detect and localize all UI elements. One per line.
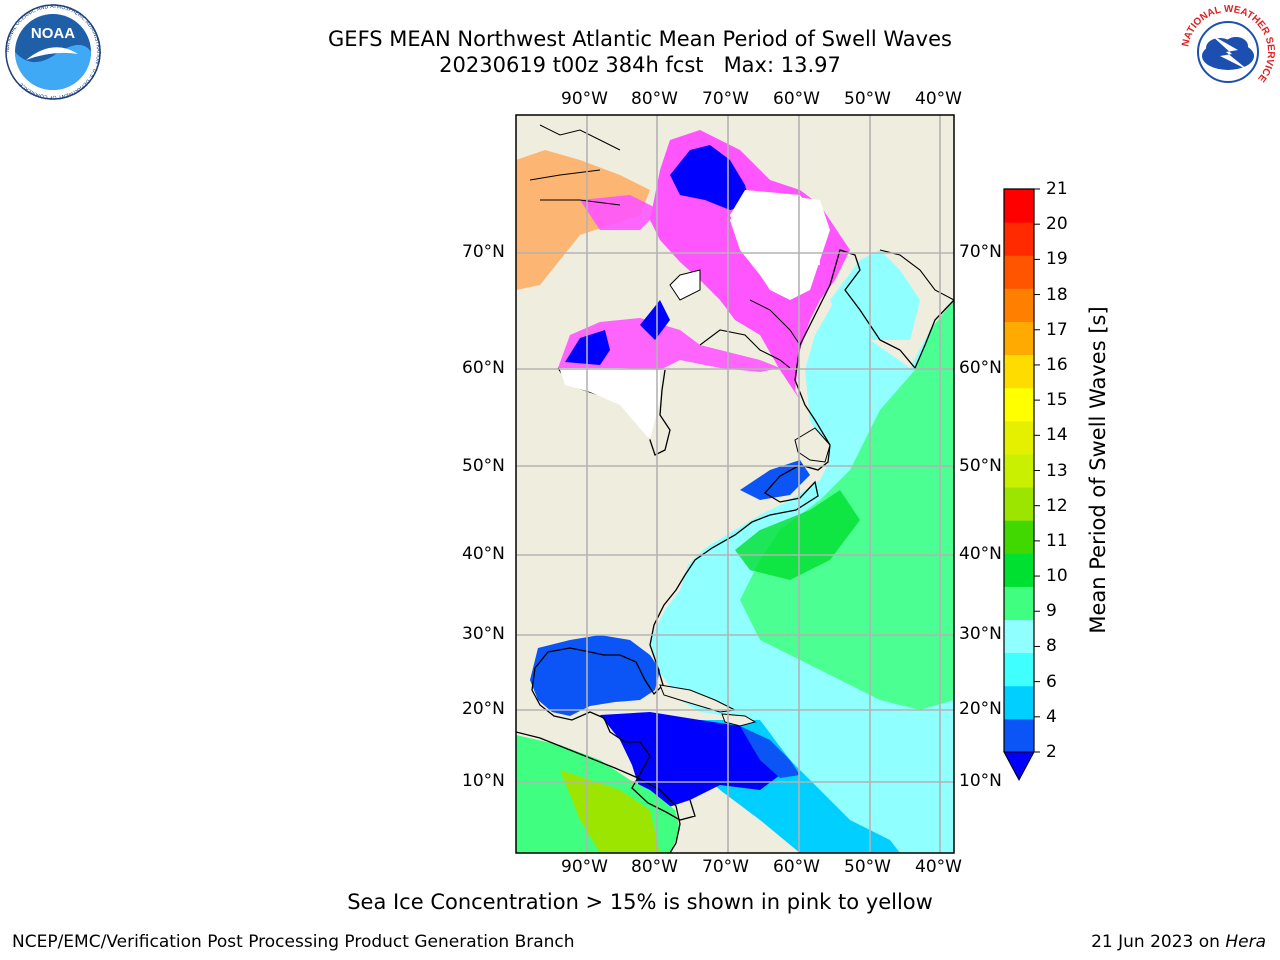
lon-label-top: 50°W	[844, 89, 891, 109]
colorbar-segment	[1004, 321, 1034, 356]
machine-name: Hera	[1225, 932, 1266, 952]
colorbar-segment	[1004, 453, 1034, 488]
colorbar-tick-label: 21	[1046, 179, 1068, 199]
colorbar-tick-label: 17	[1046, 319, 1068, 340]
noaa-logo: NATIONAL OCEANIC AND ATMOSPHERIC ADMINIS…	[5, 4, 101, 100]
lat-label-right: 60°N	[959, 358, 1002, 378]
lon-label-bottom: 60°W	[773, 857, 820, 877]
colorbar	[1003, 188, 1040, 782]
date-text: 21 Jun 2023 on Hera	[1091, 932, 1266, 952]
lat-label-left: 40°N	[462, 544, 505, 564]
colorbar-tick-label: 6	[1046, 671, 1057, 692]
colorbar-segment	[1004, 288, 1034, 322]
colorbar-segment	[1004, 619, 1034, 654]
newfoundland	[794, 427, 831, 463]
date-prefix: 21 Jun 2023 on	[1091, 932, 1226, 952]
colorbar-segment	[1004, 586, 1034, 621]
colorbar-tick-label: 18	[1046, 284, 1068, 305]
colorbar-tick-label: 11	[1046, 530, 1068, 551]
colorbar-segment	[1004, 553, 1034, 587]
colorbar-tick-label: 13	[1046, 460, 1068, 481]
colorbar-segment	[1004, 685, 1034, 720]
sea-ice-note: Sea Ice Concentration > 15% is shown in …	[347, 890, 933, 914]
lon-label-bottom: 70°W	[702, 857, 749, 877]
colorbar-segment	[1004, 255, 1034, 289]
lat-label-left: 60°N	[462, 358, 505, 378]
lon-label-bottom: 50°W	[844, 857, 891, 877]
gulf-of-mexico	[530, 635, 660, 716]
lon-label-top: 70°W	[702, 89, 749, 109]
colorbar-tick-label: 8	[1046, 636, 1057, 657]
lon-label-bottom: 90°W	[561, 857, 608, 877]
map-subtitle: 20230619 t00z 384h fcst Max: 13.97	[439, 53, 841, 77]
lon-label-bottom: 80°W	[631, 857, 678, 877]
lat-label-left: 30°N	[462, 624, 505, 644]
lat-label-left: 50°N	[462, 456, 505, 476]
colorbar-tick-label: 4	[1046, 706, 1057, 727]
south-america-coast	[516, 731, 681, 853]
colorbar-segment	[1004, 387, 1034, 422]
map-title: GEFS MEAN Northwest Atlantic Mean Period…	[328, 27, 952, 51]
nws-logo: NATIONAL WEATHER SERVICE	[1180, 4, 1276, 98]
lat-label-left: 10°N	[462, 771, 505, 791]
colorbar-tick-label: 10	[1046, 566, 1068, 587]
colorbar-tick-label: 9	[1046, 601, 1057, 622]
lat-label-left: 20°N	[462, 699, 505, 719]
colorbar-tick-label: 14	[1046, 425, 1068, 446]
graticule	[516, 115, 954, 853]
north-america-coast	[531, 249, 954, 821]
lon-label-top: 80°W	[631, 89, 678, 109]
colorbar-label: Mean Period of Swell Waves [s]	[1086, 306, 1110, 634]
colorbar-segment	[1004, 420, 1034, 455]
colorbar-segment	[1004, 718, 1034, 753]
lat-label-right: 20°N	[959, 699, 1002, 719]
colorbar-tick-label: 16	[1046, 354, 1068, 375]
lat-label-right: 70°N	[959, 242, 1002, 262]
lat-label-right: 10°N	[959, 771, 1002, 791]
lat-label-right: 30°N	[959, 624, 1002, 644]
colorbar-tick-label: 19	[1046, 249, 1068, 270]
colorbar-tick-label: 2	[1046, 742, 1057, 762]
noaa-logo-text: NOAA	[31, 25, 75, 42]
lat-label-right: 50°N	[959, 456, 1002, 476]
credit-text: NCEP/EMC/Verification Post Processing Pr…	[12, 932, 575, 952]
cuba	[659, 684, 737, 713]
colorbar-segment	[1004, 652, 1034, 687]
greenland	[730, 195, 830, 300]
map-frame	[515, 114, 955, 854]
hudson-bay	[558, 318, 780, 372]
colorbar-tick-label: 12	[1046, 495, 1068, 516]
lat-label-right: 40°N	[959, 544, 1002, 564]
lat-label-left: 70°N	[462, 242, 505, 262]
colorbar-segment	[1004, 354, 1034, 389]
colorbar-segment	[1004, 222, 1034, 256]
hispaniola	[721, 713, 757, 727]
colorbar-tick-label: 15	[1046, 390, 1068, 411]
lon-label-top: 40°W	[915, 89, 962, 109]
colorbar-segment	[1004, 189, 1034, 223]
colorbar-segment	[1004, 520, 1034, 554]
caribbean-sea	[600, 712, 780, 810]
lon-label-top: 60°W	[773, 89, 820, 109]
lon-label-bottom: 40°W	[915, 857, 962, 877]
colorbar-segment	[1004, 487, 1034, 521]
lon-label-top: 90°W	[561, 89, 608, 109]
colorbar-under-arrow	[1003, 751, 1035, 782]
colorbar-tick-label: 20	[1046, 214, 1068, 235]
